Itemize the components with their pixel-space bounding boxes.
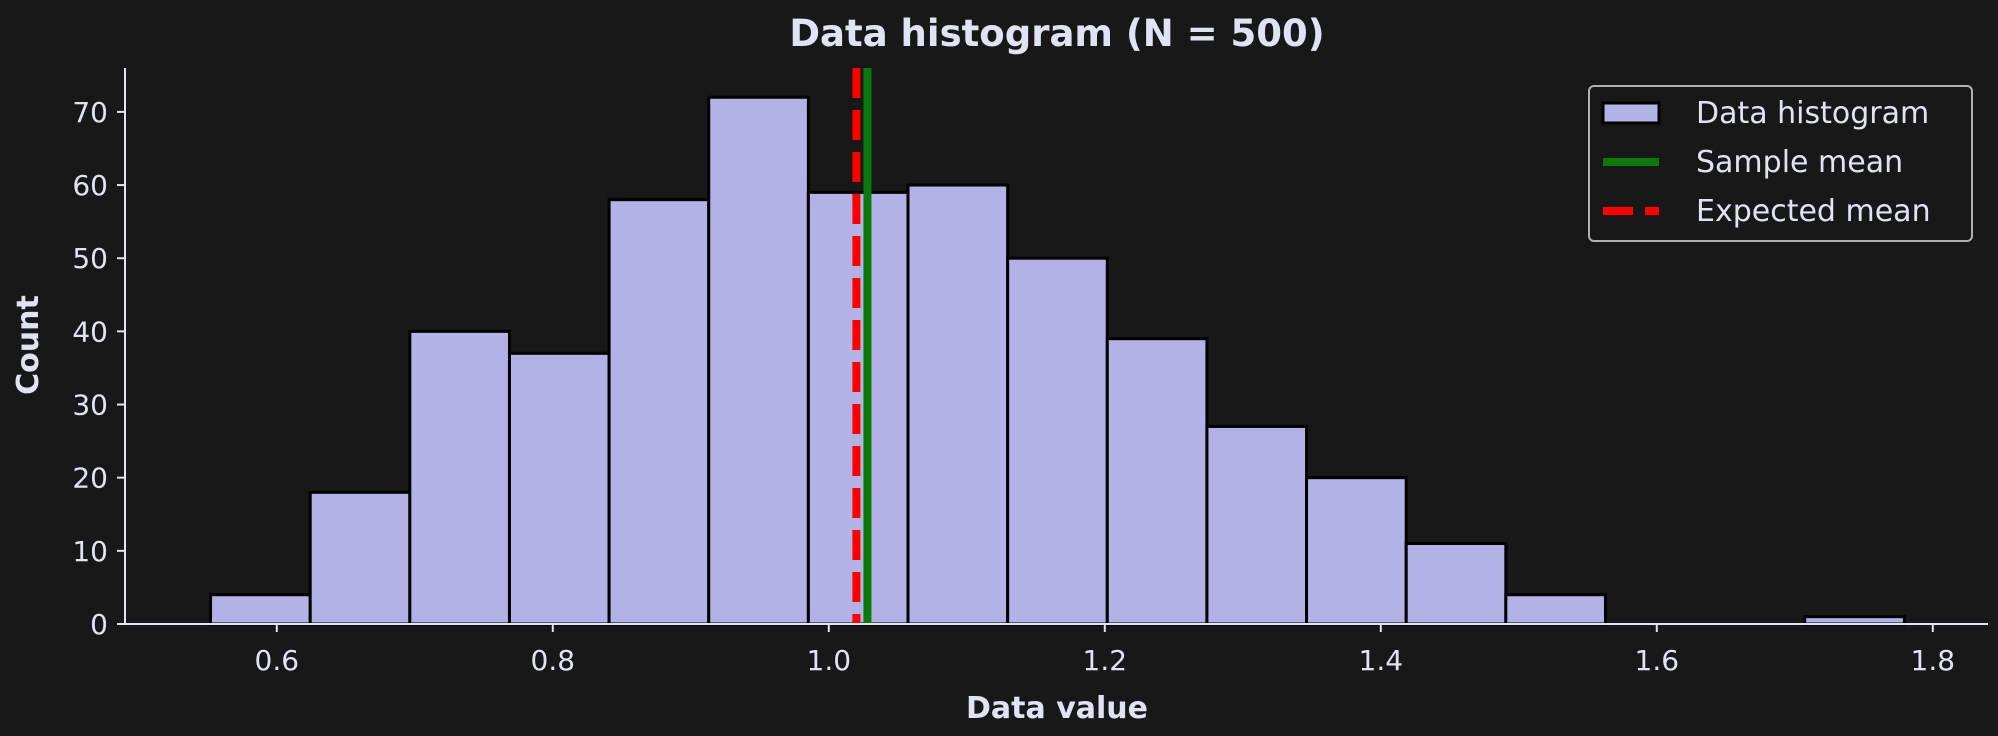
legend-label: Data histogram <box>1696 96 1929 131</box>
x-axis-label: Data value <box>966 691 1148 726</box>
histogram-bar <box>1803 615 1906 626</box>
y-tick-label: 30 <box>72 389 108 422</box>
histogram-bar <box>1006 256 1109 626</box>
y-tick-label: 70 <box>72 96 108 129</box>
histogram-bar <box>209 593 312 626</box>
x-tick-label: 1.0 <box>807 644 852 677</box>
histogram-bar <box>607 198 711 626</box>
histogram-bar <box>906 183 1010 626</box>
histogram-bar <box>507 351 611 626</box>
histogram-bar <box>707 95 810 626</box>
mean-lines-layer <box>852 68 872 624</box>
y-tick-label: 50 <box>72 242 108 275</box>
histogram-bar <box>1504 593 1607 626</box>
x-tick-label: 1.6 <box>1635 644 1680 677</box>
legend-label: Expected mean <box>1696 194 1931 229</box>
axes-layer: 0.6 0.8 1.0 1.2 1.4 1.6 1.8 0 10 20 30 40 50 60 70 <box>72 68 1988 677</box>
histogram-bar <box>308 490 412 626</box>
x-tick-label: 1.8 <box>1911 644 1956 677</box>
x-tick-label: 1.4 <box>1359 644 1404 677</box>
histogram-bar <box>1205 424 1309 626</box>
y-tick-label: 20 <box>72 462 108 495</box>
legend-swatch-histogram <box>1601 101 1661 125</box>
x-tick-label: 1.2 <box>1083 644 1128 677</box>
histogram-bar <box>1305 476 1408 626</box>
legend-box <box>1588 85 1973 242</box>
y-tick-label: 60 <box>72 169 108 202</box>
x-tick-label: 0.8 <box>531 644 576 677</box>
histogram-bar <box>1105 337 1209 626</box>
y-axis-label: Count <box>11 295 46 395</box>
legend: Data histogram Sample mean Expected mean <box>1588 85 1973 242</box>
histogram-bar <box>1404 542 1508 626</box>
y-tick-label: 0 <box>90 608 108 641</box>
histogram-bar <box>408 329 511 626</box>
chart-title: Data histogram (N = 500) <box>789 12 1324 55</box>
legend-label: Sample mean <box>1696 145 1903 180</box>
x-tick-label: 0.6 <box>255 644 300 677</box>
y-tick-label: 10 <box>72 535 108 568</box>
y-tick-label: 40 <box>72 315 108 348</box>
